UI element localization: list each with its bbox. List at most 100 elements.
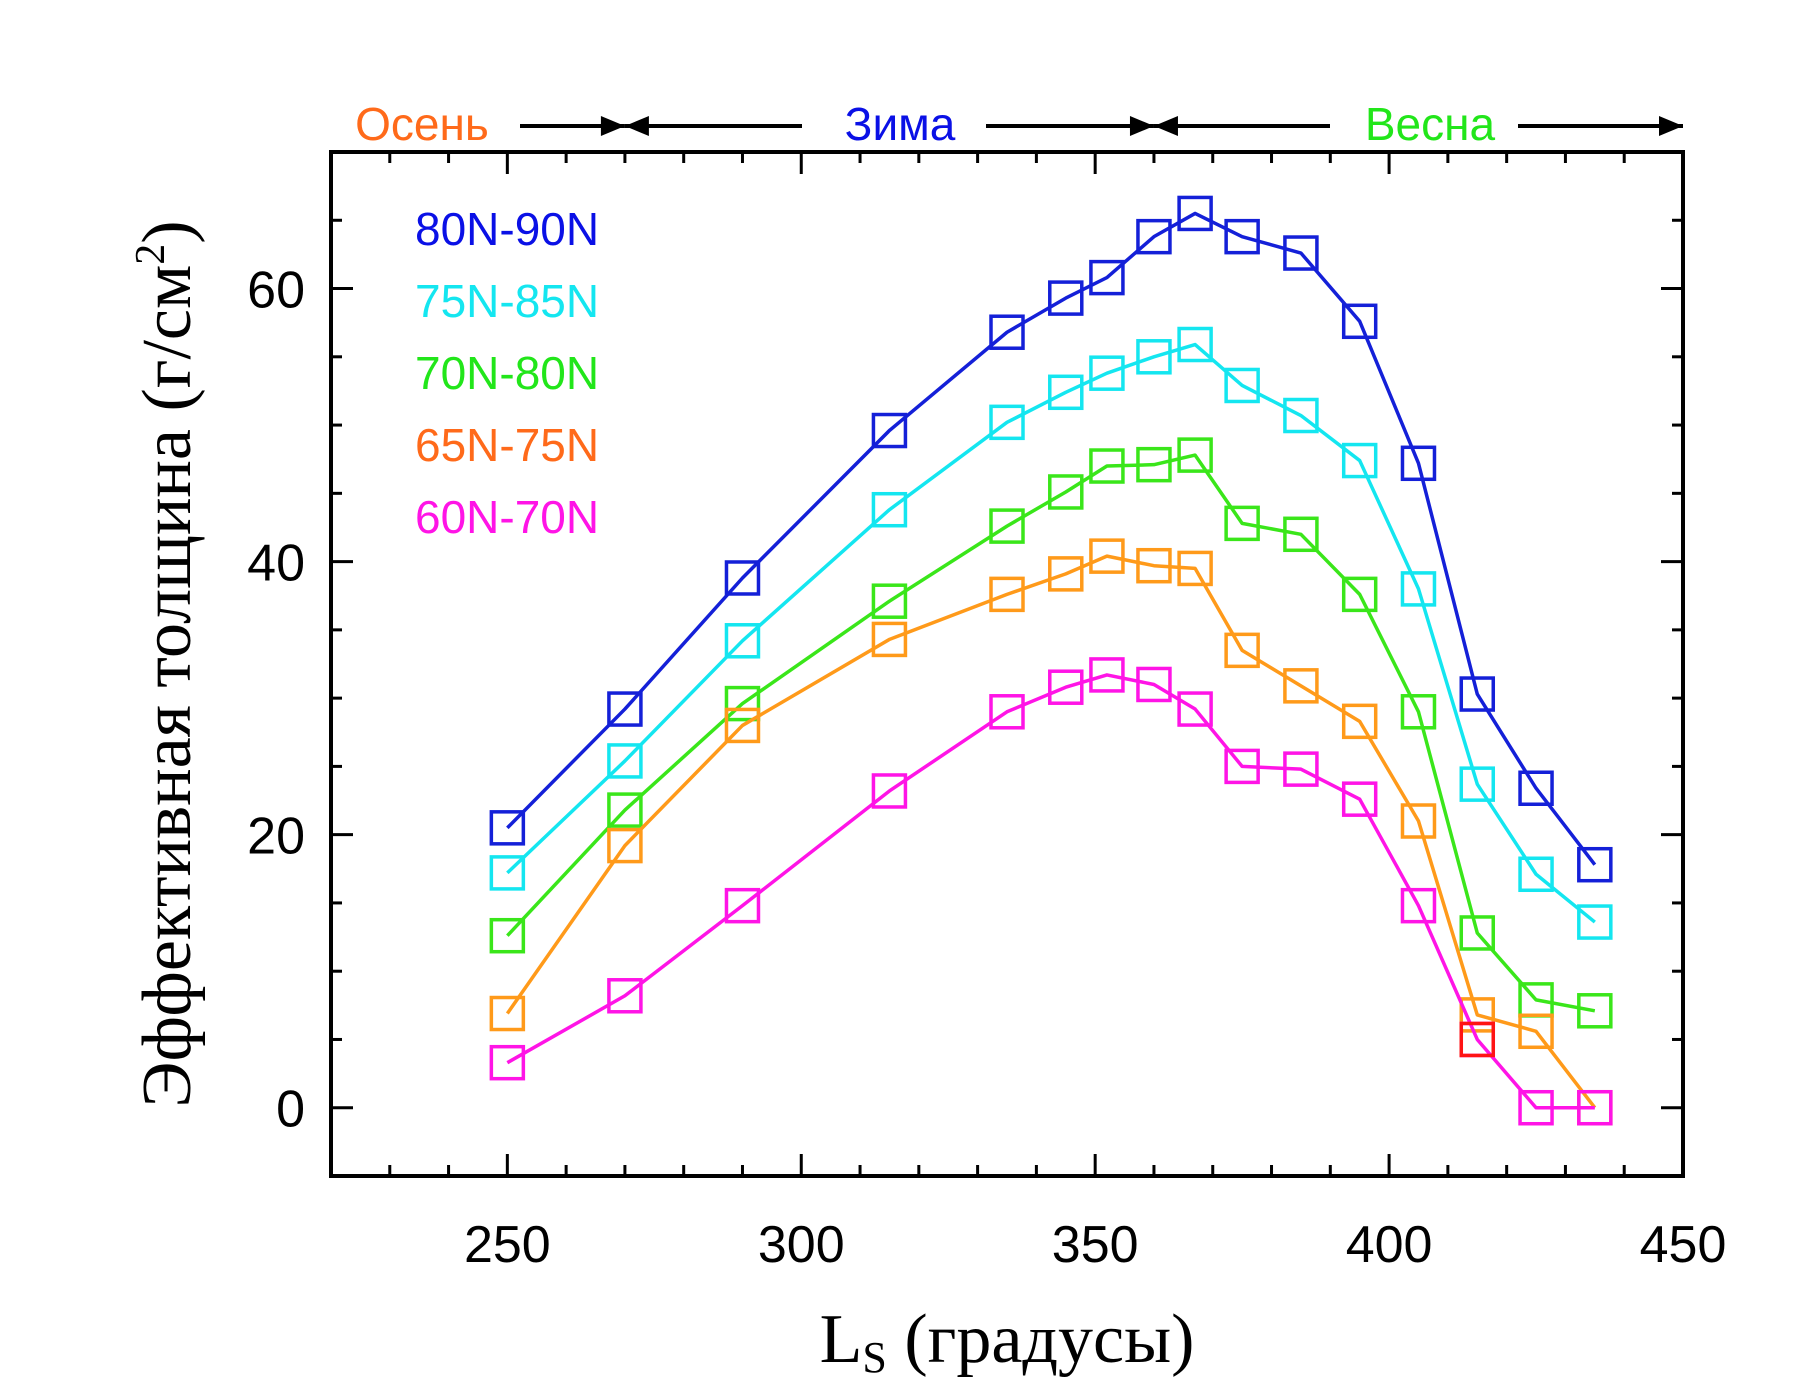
- data-point: [607, 978, 643, 1014]
- season-label: Осень: [355, 98, 489, 150]
- data-point: [1341, 442, 1378, 479]
- plot-frame: [329, 150, 1685, 1178]
- series-line: [506, 453, 1596, 1013]
- legend-entry: 70N-80N: [415, 347, 599, 399]
- data-point: [871, 583, 908, 619]
- data-point: [1459, 997, 1496, 1033]
- data-point-extra: [1459, 1021, 1496, 1058]
- data-point: [1459, 915, 1496, 951]
- data-point: [1577, 904, 1613, 940]
- data-point: [1177, 326, 1213, 363]
- data-point: [1518, 770, 1554, 806]
- data-point: [1177, 437, 1213, 473]
- series-75N-85N: [489, 326, 1613, 940]
- series-80N-90N: [489, 195, 1613, 883]
- data-point: [1177, 195, 1213, 232]
- series-line: [506, 342, 1596, 924]
- series-line: [505, 554, 1597, 1109]
- x-tick-label: 400: [1346, 1216, 1433, 1274]
- data-point: [1341, 703, 1378, 740]
- data-point: [1048, 669, 1084, 705]
- data-point: [1048, 556, 1084, 592]
- data-point: [1518, 1013, 1554, 1050]
- data-point: [1283, 516, 1319, 553]
- data-point: [607, 691, 643, 727]
- data-point: [871, 621, 908, 658]
- data-point: [1089, 448, 1125, 484]
- season-bar: Осень Зима Весна: [355, 98, 1683, 150]
- data-point: [1089, 355, 1125, 391]
- x-tick-label: 250: [464, 1216, 551, 1274]
- series-65N-75N: [489, 538, 1613, 1126]
- axis-ticks: [331, 150, 1685, 1176]
- data-point: [1089, 538, 1125, 574]
- x-axis-title: LS (градусы): [820, 1301, 1195, 1382]
- data-point: [1459, 766, 1496, 802]
- legend-entry: 80N-90N: [415, 203, 599, 255]
- y-tick-label: 0: [276, 1081, 305, 1139]
- data-point: [1400, 571, 1437, 607]
- data-point: [1224, 632, 1260, 669]
- series-70N-80N: [489, 437, 1613, 1029]
- legend-entry: 60N-70N: [415, 491, 599, 543]
- data-point: [1136, 339, 1172, 375]
- data-point: [1518, 856, 1554, 893]
- data-point: [1459, 676, 1496, 712]
- data-point: [724, 887, 761, 924]
- season-arrow-head: [624, 116, 649, 136]
- data-point: [1518, 1089, 1554, 1126]
- data-point: [1224, 218, 1260, 255]
- data-point: [1224, 505, 1260, 542]
- data-point: [1283, 751, 1319, 787]
- season-arrow-head: [1153, 116, 1178, 136]
- data-point: [1577, 846, 1613, 883]
- series-60N-70N: [489, 657, 1613, 1126]
- data-point: [489, 917, 526, 954]
- legend-entry: 75N-85N: [415, 275, 599, 327]
- x-tick-label: 300: [758, 1216, 845, 1274]
- data-point: [1341, 781, 1378, 817]
- data-point: [871, 491, 908, 528]
- season-arrow-head: [1659, 116, 1683, 136]
- data-point: [989, 314, 1025, 350]
- data-point: [724, 623, 761, 659]
- data-point: [489, 1044, 526, 1081]
- series-group: [489, 195, 1613, 1126]
- data-point: [1283, 397, 1319, 434]
- data-point: [1400, 445, 1437, 482]
- data-point: [1136, 666, 1172, 703]
- data-point: [1048, 280, 1084, 316]
- data-point: [489, 810, 526, 846]
- season-arrow-head: [1129, 116, 1154, 136]
- data-point: [989, 694, 1025, 730]
- data-point: [989, 404, 1025, 441]
- y-tick-label: 20: [247, 808, 305, 866]
- data-point: [1048, 374, 1084, 411]
- data-point: [1224, 367, 1260, 404]
- data-point: [989, 576, 1025, 613]
- data-point: [1400, 887, 1437, 924]
- data-point: [871, 412, 908, 449]
- data-point: [724, 707, 761, 744]
- legend-entry: 65N-75N: [415, 419, 599, 471]
- data-point: [1136, 446, 1172, 483]
- data-point: [607, 827, 643, 864]
- data-point: [1341, 303, 1378, 340]
- data-point: [1177, 691, 1213, 727]
- y-tick-label: 40: [247, 535, 305, 593]
- data-point: [1089, 657, 1125, 693]
- y-tick-label: 60: [247, 262, 305, 320]
- season-label: Зима: [845, 98, 956, 150]
- data-point: [489, 995, 526, 1032]
- data-point: [871, 773, 908, 809]
- data-point: [1224, 748, 1260, 785]
- data-point: [1136, 547, 1172, 584]
- data-point: [1341, 576, 1378, 613]
- legend: 80N-90N 75N-85N 70N-80N 65N-75N 60N-70N: [415, 203, 599, 543]
- series-line: [506, 673, 1595, 1110]
- data-point: [607, 743, 643, 779]
- season-arrow-head: [600, 116, 625, 136]
- data-point: [1089, 259, 1125, 296]
- data-point: [1400, 694, 1437, 730]
- data-point: [1136, 218, 1172, 255]
